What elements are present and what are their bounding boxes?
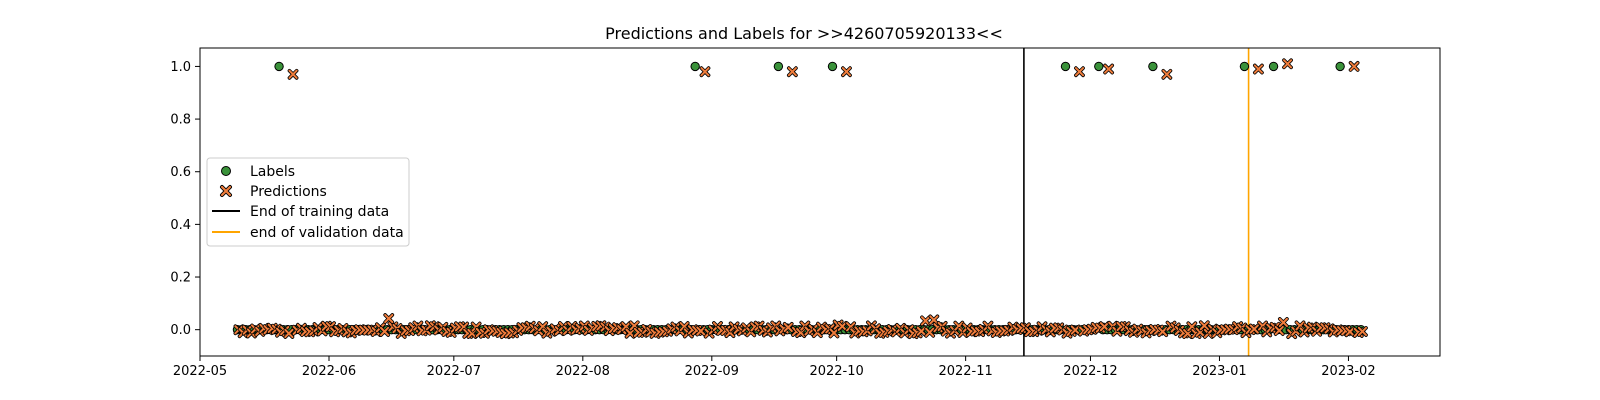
prediction-point-fill	[837, 321, 847, 331]
prediction-point-fill	[920, 316, 931, 326]
data-points	[232, 58, 1368, 340]
x-tick-label: 2022-06	[302, 364, 356, 379]
x-tick-label: 2022-10	[809, 364, 863, 379]
prediction-point-fill	[783, 322, 793, 332]
prediction-point-fill	[384, 313, 394, 324]
prediction-point-fill	[925, 327, 935, 337]
prediction-point-fill	[829, 328, 839, 338]
x-tick-label: 2022-08	[556, 364, 610, 379]
y-tick-label: 0.6	[170, 165, 191, 180]
label-point	[274, 61, 284, 72]
prediction-point-fill	[1282, 59, 1293, 69]
prediction-point-fill	[1278, 317, 1288, 328]
legend-validation-text: end of validation data	[250, 225, 404, 241]
label-point	[1239, 61, 1250, 72]
y-tick-label: 0.4	[170, 218, 191, 233]
legend-training-text: End of training data	[250, 204, 389, 220]
label-point	[1268, 61, 1279, 72]
prediction-point-fill	[625, 328, 635, 338]
chart-title: Predictions and Labels for >>42607059201…	[605, 24, 1003, 43]
prediction-point-fill	[1162, 69, 1172, 79]
prediction-point-fill	[1187, 322, 1197, 332]
legend-box	[206, 157, 410, 247]
legend: Labels Predictions End of training data …	[206, 157, 410, 247]
x-tick-label: 2022-11	[938, 364, 992, 379]
prediction-point-fill	[1158, 327, 1168, 337]
y-tick-label: 0.8	[170, 113, 191, 128]
label-point	[1060, 61, 1071, 72]
prediction-point-fill	[1349, 61, 1359, 72]
prediction-point-fill	[1249, 324, 1259, 334]
label-point	[690, 61, 700, 72]
x-tick-label: 2023-01	[1192, 364, 1246, 379]
label-point	[1335, 61, 1345, 72]
prediction-point-fill	[841, 67, 852, 77]
prediction-point-fill	[1074, 67, 1085, 77]
prediction-point-fill	[1345, 327, 1355, 337]
prediction-point-fill	[1253, 64, 1264, 74]
x-axis: 2022-05 2022-06 2022-07 2022-08 2022-09 2022-…	[173, 356, 1376, 379]
prediction-point-fill	[1104, 64, 1114, 74]
prediction-point-fill	[1183, 328, 1193, 339]
x-tick-label: 2022-09	[685, 364, 739, 379]
prediction-point-fill	[700, 67, 710, 77]
plot-frame	[199, 47, 1441, 357]
vertical-lines	[1023, 48, 1250, 356]
y-tick-label: 0.0	[170, 323, 191, 338]
y-axis: 0.0 0.2 0.4 0.6 0.8 1.0	[170, 60, 200, 338]
label-point	[1094, 61, 1104, 72]
label-point	[773, 61, 784, 72]
x-tick-label: 2022-05	[173, 364, 227, 379]
prediction-point-fill	[696, 326, 706, 336]
label-point	[1148, 61, 1158, 72]
legend-labels-text: Labels	[250, 164, 295, 180]
legend-labels-marker	[221, 166, 231, 176]
prediction-point-fill	[1099, 322, 1110, 332]
prediction-point-fill	[379, 326, 390, 337]
y-tick-label: 1.0	[170, 60, 191, 75]
prediction-point-fill	[929, 315, 939, 325]
prediction-point-fill	[1274, 325, 1284, 336]
label-point	[827, 61, 838, 72]
prediction-point-fill	[1357, 326, 1368, 337]
prediction-point-fill	[288, 69, 298, 79]
legend-predictions-text: Predictions	[250, 184, 327, 200]
x-tick-label: 2022-07	[427, 364, 481, 379]
x-tick-label: 2023-02	[1321, 364, 1375, 379]
prediction-point-fill	[1070, 325, 1080, 335]
y-tick-label: 0.2	[170, 271, 191, 286]
x-tick-label: 2022-12	[1063, 364, 1117, 379]
legend-predictions-marker-fill	[220, 185, 232, 197]
prediction-point-fill	[284, 328, 294, 339]
prediction-point-fill	[916, 326, 926, 336]
prediction-point-fill	[787, 67, 797, 77]
prediction-point-fill	[1199, 321, 1209, 331]
